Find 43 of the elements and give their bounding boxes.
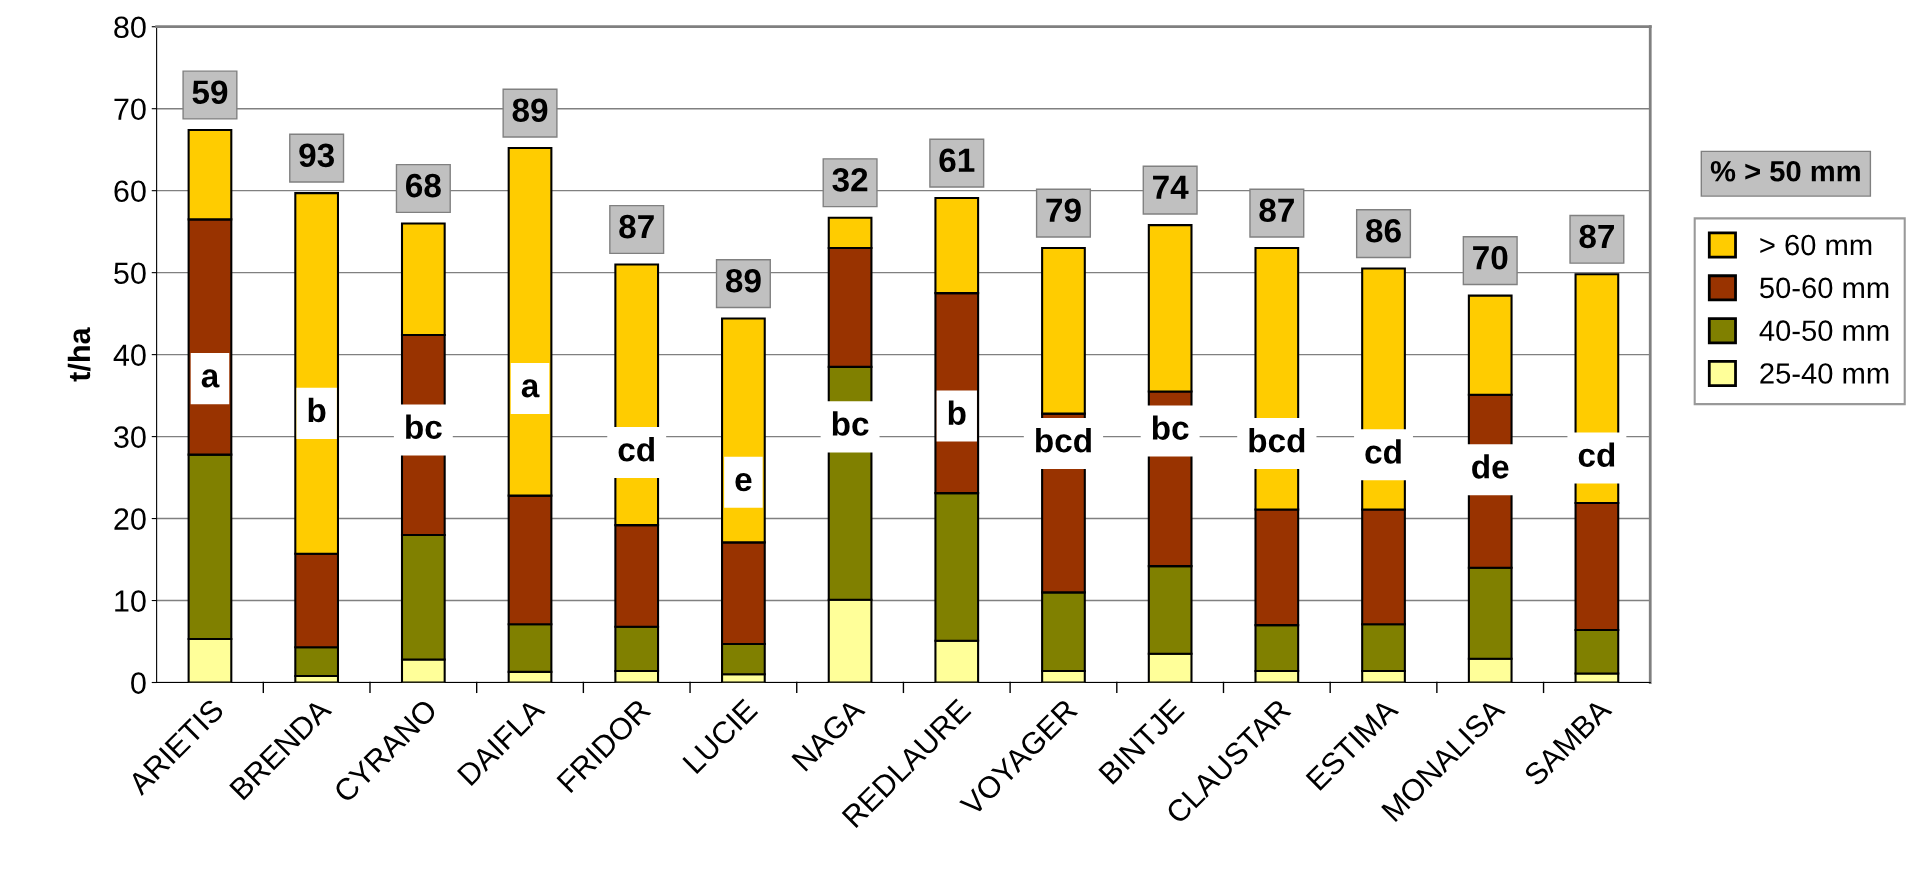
y-tick-label: 70: [114, 98, 146, 121]
y-tick-label: 60: [114, 180, 146, 203]
annotation: 70: [1473, 245, 1508, 270]
legend-title: % > 50 mm: [1710, 160, 1860, 182]
annotation: bc: [1152, 415, 1189, 440]
annotation: bc: [832, 411, 869, 436]
annotation: a: [201, 369, 220, 388]
annotation: bcd: [1249, 428, 1305, 453]
annotation: 93: [299, 143, 334, 168]
y-tick-label: 80: [114, 16, 146, 39]
annotation: de: [1472, 454, 1509, 479]
legend-label: 50-60 mm: [1760, 277, 1889, 299]
annotation: bc: [406, 414, 442, 439]
legend-label: 40-50 mm: [1759, 320, 1889, 342]
annotation: 87: [1259, 198, 1294, 223]
annotation: 32: [832, 168, 868, 192]
annotation: 87: [619, 214, 654, 239]
annotation: 68: [406, 173, 441, 198]
annotation: 89: [512, 98, 548, 123]
legend-label: > 60 mm: [1760, 234, 1872, 256]
y-tick-label: 30: [114, 426, 146, 448]
annotation: e: [735, 473, 752, 492]
annotation: cd: [618, 437, 654, 462]
y-tick-label: 0: [131, 672, 146, 694]
annotation: 87: [1579, 224, 1614, 249]
y-tick-label: 20: [114, 508, 146, 530]
annotation: 74: [1153, 175, 1189, 199]
annotation: 61: [939, 148, 975, 173]
annotation: bcd: [1036, 428, 1091, 453]
annotation: b: [948, 400, 966, 425]
legend-label: 25-40 mm: [1760, 363, 1889, 384]
y-tick-label: 10: [115, 590, 146, 612]
annotation: b: [308, 397, 326, 423]
y-tick-label: 50: [114, 262, 146, 285]
y-axis-title: t/ha: [67, 327, 91, 382]
annotation: 79: [1046, 198, 1081, 223]
annotation: 86: [1366, 218, 1401, 243]
annotation: cd: [1578, 442, 1615, 467]
annotation: 59: [192, 80, 228, 104]
annotation: cd: [1365, 439, 1401, 464]
annotation: 89: [725, 268, 761, 293]
y-tick-label: 40: [113, 344, 146, 366]
annotation: a: [521, 379, 540, 398]
